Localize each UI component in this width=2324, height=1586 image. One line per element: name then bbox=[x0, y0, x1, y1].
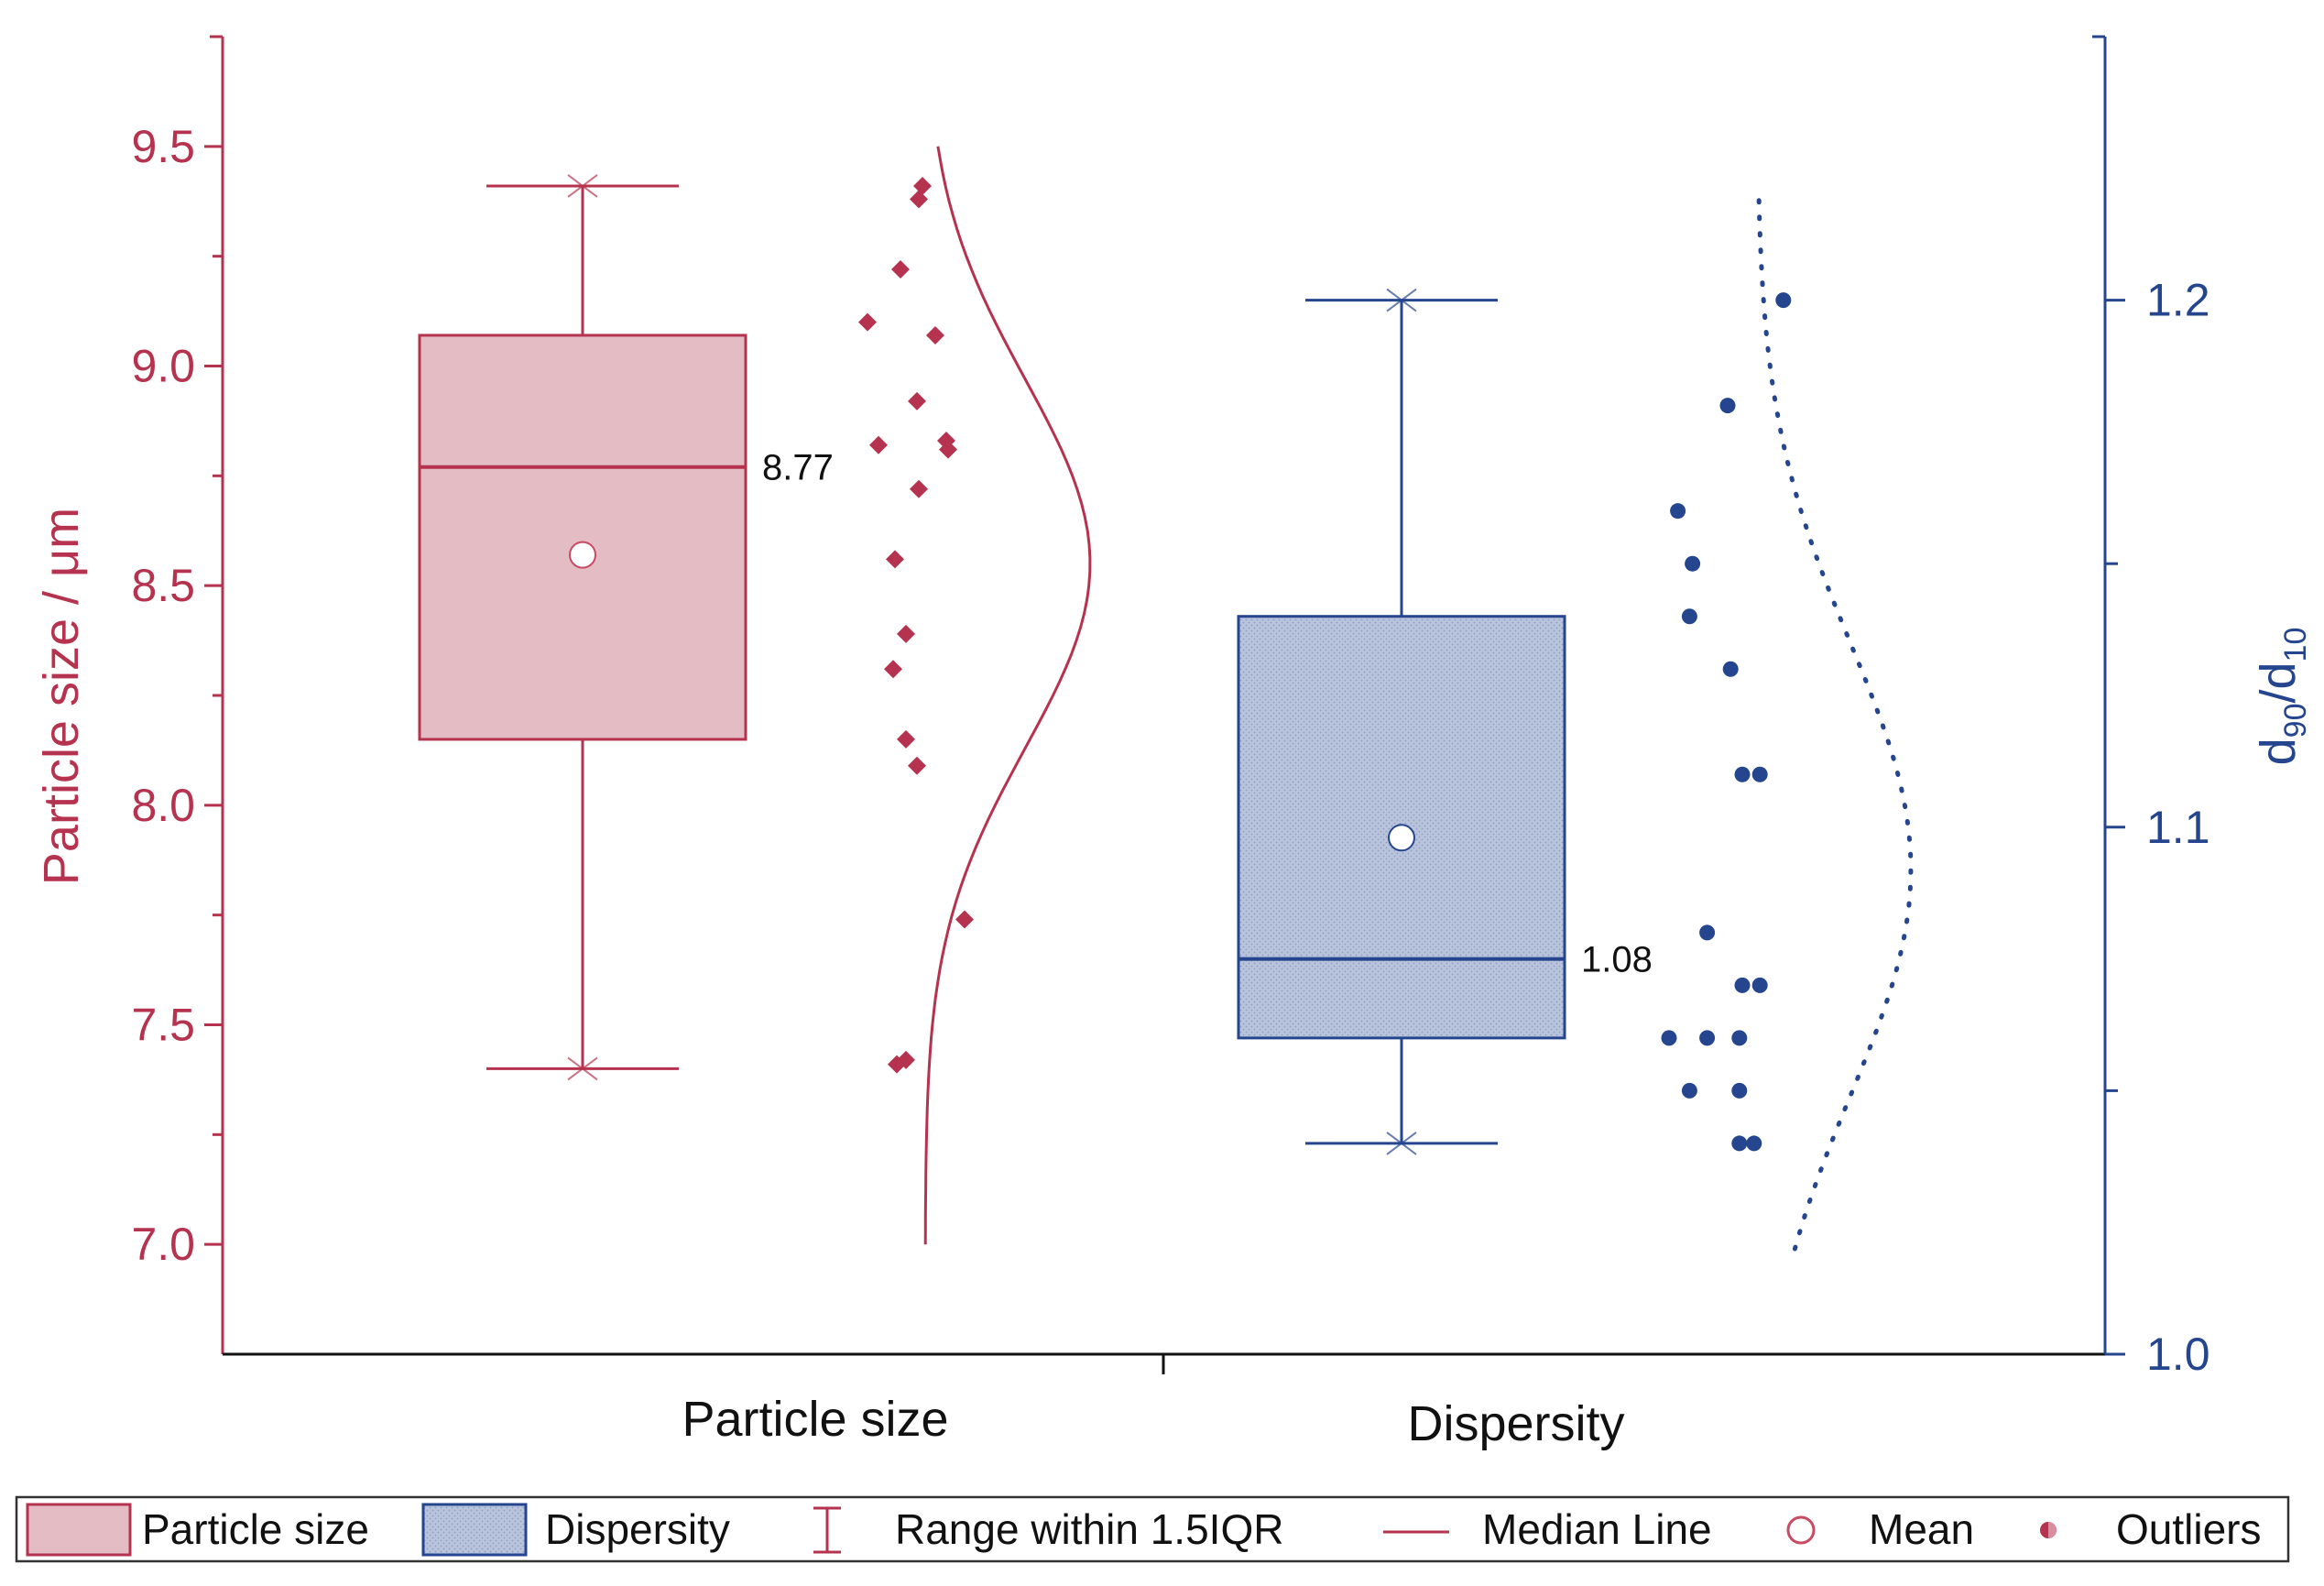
right-axis-tick-label: 1.0 bbox=[2146, 1329, 2210, 1380]
extreme-marker bbox=[1386, 288, 1417, 312]
data-point bbox=[910, 479, 928, 498]
data-point bbox=[1661, 1030, 1677, 1046]
data-point bbox=[910, 190, 928, 209]
data-point bbox=[1681, 608, 1697, 625]
data-point bbox=[1722, 661, 1739, 677]
data-point bbox=[886, 550, 904, 569]
legend-label-mean: Mean bbox=[1869, 1505, 1974, 1553]
data-point bbox=[891, 260, 910, 279]
data-point bbox=[1719, 398, 1736, 414]
right-axis-title-sub1: 90 bbox=[2278, 704, 2313, 738]
right-axis-tick-label: 1.2 bbox=[2146, 275, 2210, 326]
category-label-dispersity: Dispersity bbox=[1407, 1396, 1624, 1451]
mean-marker bbox=[569, 541, 596, 569]
legend-label-dispersity: Dispersity bbox=[545, 1505, 730, 1553]
particle-size-series: 8.77 bbox=[418, 146, 1092, 1245]
legend-swatch-dispersity bbox=[421, 1503, 528, 1557]
data-point bbox=[1685, 555, 1701, 572]
legend-mean-icon bbox=[1786, 1515, 1816, 1545]
data-point bbox=[1734, 977, 1751, 993]
data-point bbox=[1746, 1135, 1762, 1152]
right-axis-tick-label: 1.1 bbox=[2146, 802, 2210, 853]
data-point bbox=[869, 435, 888, 454]
right-axis-title-sub2: 10 bbox=[2278, 628, 2313, 662]
data-point bbox=[926, 325, 944, 345]
left-axis-tick-label: 8.0 bbox=[131, 780, 195, 831]
legend-label-range: Range within 1.5IQR bbox=[895, 1505, 1283, 1553]
data-point bbox=[1751, 977, 1768, 993]
left-axis-tick-label: 7.5 bbox=[131, 1000, 195, 1051]
mean-marker bbox=[1388, 824, 1415, 852]
svg-text:d90/d10: d90/d10 bbox=[2251, 628, 2313, 766]
legend: Particle size Dispersity Range within 1.… bbox=[15, 1495, 2290, 1563]
extreme-marker bbox=[567, 174, 598, 198]
data-point bbox=[897, 729, 915, 749]
data-point bbox=[1751, 766, 1768, 782]
extreme-marker bbox=[1386, 1132, 1417, 1155]
data-point bbox=[1699, 924, 1716, 941]
right-axis-title: d90/d10 bbox=[2251, 628, 2313, 766]
legend-frame bbox=[15, 1495, 2290, 1563]
axes: 7.0 7.5 8.0 8.5 9.0 9.5 1.0 1.1 1.2 bbox=[131, 35, 2210, 1380]
data-point bbox=[908, 391, 926, 410]
extreme-marker bbox=[567, 1056, 598, 1081]
data-point bbox=[908, 756, 926, 775]
data-point bbox=[897, 624, 915, 643]
category-label-particle-size: Particle size bbox=[682, 1392, 948, 1447]
data-point bbox=[955, 910, 974, 929]
dispersity-series: 1.08 bbox=[1237, 192, 1914, 1252]
data-point bbox=[897, 1050, 915, 1069]
data-point bbox=[913, 176, 932, 195]
legend-label-median-line: Median Line bbox=[1482, 1505, 1712, 1553]
data-point bbox=[939, 440, 957, 459]
data-point bbox=[1731, 1082, 1748, 1099]
right-axis-title-slash: /d bbox=[2251, 662, 2306, 703]
left-axis-tick-label: 7.0 bbox=[131, 1219, 195, 1270]
data-point bbox=[1681, 1082, 1697, 1099]
left-axis-title: Particle size / μm bbox=[34, 508, 89, 885]
legend-label-particle-size: Particle size bbox=[142, 1505, 369, 1553]
legend-outliers-icon bbox=[2040, 1522, 2057, 1538]
data-point bbox=[1699, 1030, 1716, 1046]
distribution-curve bbox=[1756, 192, 1914, 1252]
left-axis-tick-label: 9.0 bbox=[131, 341, 195, 392]
legend-label-outliers: Outliers bbox=[2116, 1505, 2261, 1553]
median-value-label: 8.77 bbox=[762, 448, 834, 488]
box bbox=[418, 334, 747, 741]
data-point bbox=[1734, 766, 1751, 782]
left-axis-tick-label: 8.5 bbox=[131, 560, 195, 611]
data-point bbox=[1670, 503, 1686, 520]
data-point bbox=[858, 312, 877, 332]
data-point bbox=[1775, 292, 1792, 309]
left-axis-tick-label: 9.5 bbox=[131, 121, 195, 172]
data-point bbox=[1731, 1030, 1748, 1046]
legend-swatch-particle-size bbox=[26, 1503, 132, 1557]
legend-range-icon bbox=[813, 1506, 841, 1554]
right-axis-title-main: d bbox=[2251, 738, 2306, 765]
distribution-curve bbox=[923, 146, 1092, 1245]
data-point bbox=[884, 660, 902, 679]
data-point bbox=[1731, 1135, 1748, 1152]
median-value-label: 1.08 bbox=[1581, 940, 1653, 980]
